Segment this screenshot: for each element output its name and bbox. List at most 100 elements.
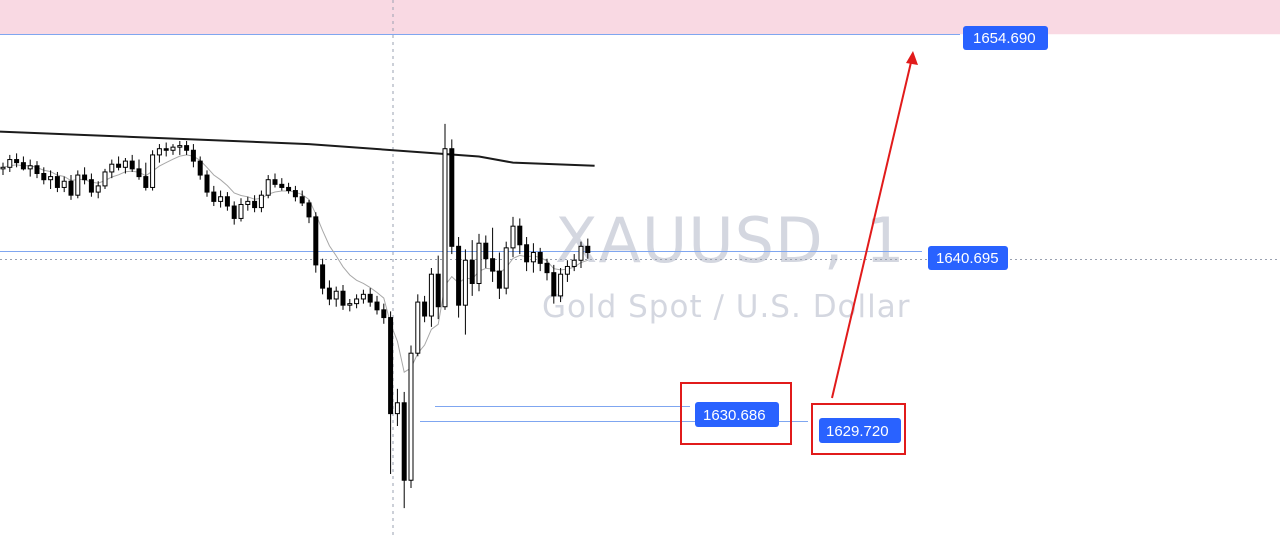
slow-moving-average-line	[0, 130, 595, 167]
low-b-price-label[interactable]: 1629.720	[819, 418, 901, 443]
current-price-label[interactable]: 1640.695	[928, 246, 1008, 270]
candle-body	[231, 205, 237, 219]
candle-body	[347, 303, 353, 306]
candle-body	[34, 165, 40, 175]
candle-body	[258, 194, 264, 209]
target-price-label[interactable]: 1654.690	[963, 26, 1048, 50]
candle-body	[279, 183, 285, 188]
candle-body	[449, 148, 455, 247]
candle-body	[177, 145, 183, 148]
candle-body	[428, 273, 434, 317]
target-price-text: 1654.690	[973, 30, 1036, 47]
candle-body	[272, 179, 278, 185]
candle-body	[143, 176, 149, 188]
candle-body	[326, 287, 332, 300]
low-a-price-text: 1630.686	[703, 407, 766, 424]
candle-body	[490, 258, 496, 272]
candle-body	[524, 244, 530, 263]
candle-body	[102, 171, 108, 187]
watermark-description: Gold Spot / U.S. Dollar	[542, 289, 911, 325]
candle-body	[462, 259, 468, 306]
candle-body	[551, 272, 557, 297]
candle-body	[61, 180, 67, 188]
candle-body	[456, 245, 462, 306]
candle-body	[82, 174, 88, 181]
candle-body	[578, 245, 584, 261]
candle-body	[299, 196, 305, 204]
candle-body	[197, 160, 203, 176]
candle-body	[54, 176, 60, 188]
candle-body	[360, 293, 366, 300]
candle-body	[415, 301, 421, 354]
candle-body	[184, 145, 190, 151]
candle-body	[333, 290, 339, 300]
candle-body	[136, 168, 142, 178]
candle-body	[422, 301, 428, 317]
candle-body	[20, 162, 26, 170]
candle-body	[116, 163, 122, 168]
candle-body	[211, 191, 217, 202]
candle-body	[320, 264, 326, 289]
candle-body	[286, 186, 292, 192]
candle-body	[265, 179, 271, 196]
arrow-up-icon	[906, 51, 918, 65]
candle-body	[252, 200, 258, 209]
candle-body	[156, 148, 162, 156]
candle-body	[374, 301, 380, 311]
candle-body	[170, 146, 176, 151]
candle-body	[306, 202, 312, 218]
candle-body	[585, 245, 591, 254]
candle-body	[292, 190, 298, 198]
candle-body	[388, 317, 394, 415]
highlight-box-low-a	[680, 382, 792, 445]
candle-body	[190, 149, 196, 162]
candle-body	[469, 259, 475, 284]
candle-body	[435, 273, 441, 308]
candle-body	[558, 273, 564, 297]
highlight-box-low-b	[811, 403, 906, 455]
candle-body	[408, 352, 414, 481]
candle-body	[95, 185, 101, 193]
candle-body	[88, 179, 94, 193]
candlestick-series	[0, 123, 591, 509]
candle-body	[571, 259, 577, 267]
candle-body	[122, 160, 128, 168]
resistance-zone	[0, 0, 1280, 35]
candle-body	[442, 148, 448, 308]
low-b-price-text: 1629.720	[826, 423, 889, 440]
candle-body	[313, 216, 319, 266]
candle-body	[496, 270, 502, 289]
low-a-price-label[interactable]: 1630.686	[695, 402, 779, 427]
candle-body	[224, 196, 230, 207]
candle-body	[544, 262, 550, 274]
candle-body	[517, 225, 523, 246]
candle-body	[0, 166, 6, 170]
candle-body	[109, 163, 115, 173]
candle-body	[401, 402, 407, 481]
candle-body	[41, 173, 47, 181]
candle-body	[163, 148, 169, 151]
candle-body	[564, 265, 570, 275]
target-arrow-line	[831, 57, 913, 399]
candle-body	[238, 203, 244, 219]
candle-body	[68, 180, 74, 196]
candle-body	[537, 252, 543, 264]
candle-body	[394, 402, 400, 415]
candle-body	[75, 174, 81, 196]
candle-body	[218, 196, 224, 202]
candle-body	[14, 159, 20, 164]
current-price-text: 1640.695	[936, 250, 999, 267]
candle-body	[483, 242, 489, 260]
candle-body	[204, 174, 210, 193]
candle-body	[367, 293, 373, 303]
candle-body	[7, 159, 13, 168]
watermark-symbol: XAUUSD, 1	[555, 204, 906, 277]
candle-body	[48, 176, 54, 181]
candle-body	[476, 242, 482, 284]
candle-body	[503, 247, 509, 289]
candle-body	[381, 309, 387, 319]
candle-body	[510, 225, 516, 249]
candle-body	[27, 165, 33, 170]
candle-body	[245, 200, 251, 205]
